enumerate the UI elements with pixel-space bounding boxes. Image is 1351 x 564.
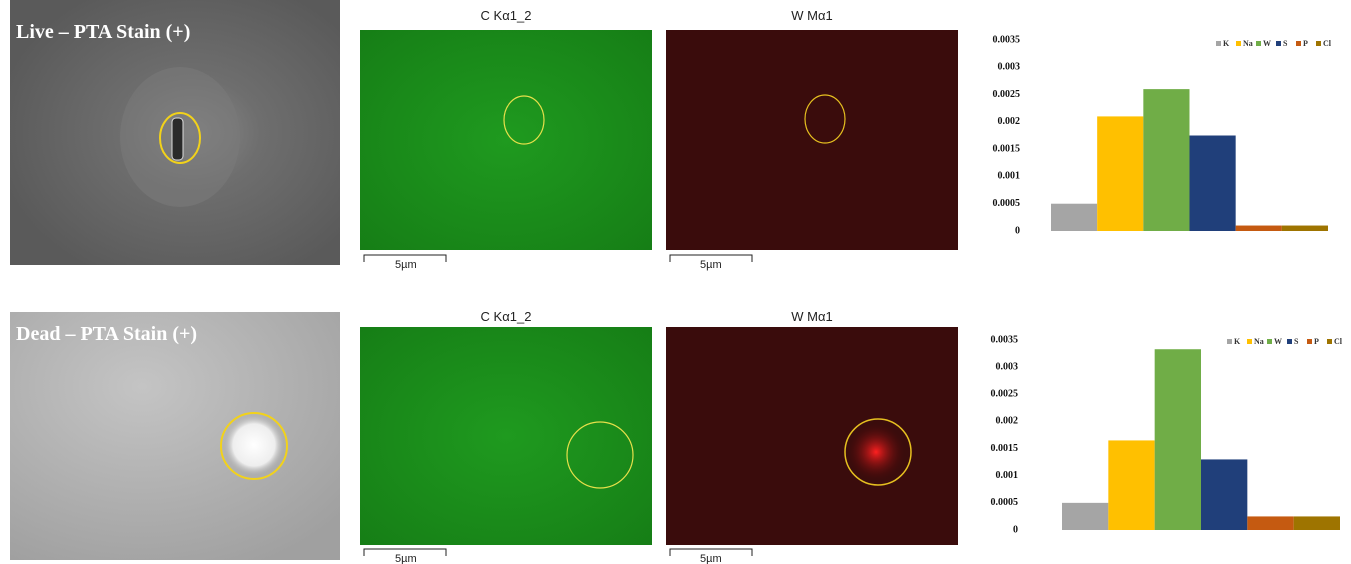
legend-label: K bbox=[1234, 337, 1241, 346]
bar bbox=[1247, 516, 1293, 530]
legend-swatch bbox=[1227, 339, 1232, 344]
y-tick-label: 0.0005 bbox=[993, 198, 1021, 209]
panel-label: Dead – PTA Stain (+) bbox=[16, 323, 197, 345]
figure: Live – PTA Stain (+) C Kα1_2 W Mα1 5µm 5… bbox=[0, 0, 1351, 564]
bar bbox=[1201, 459, 1247, 530]
legend-label: Cl bbox=[1334, 337, 1343, 346]
y-tick-label: 0.001 bbox=[998, 171, 1021, 182]
legend-label: S bbox=[1294, 337, 1299, 346]
y-tick-label: 0.002 bbox=[998, 116, 1021, 127]
legend-swatch bbox=[1256, 41, 1261, 46]
y-tick-label: 0.0005 bbox=[991, 497, 1019, 508]
legend-label: Na bbox=[1243, 39, 1253, 48]
legend-swatch bbox=[1247, 339, 1252, 344]
scale-label: 5µm bbox=[395, 553, 417, 564]
y-tick-label: 0.0025 bbox=[993, 89, 1021, 100]
legend-swatch bbox=[1287, 339, 1292, 344]
y-tick-label: 0 bbox=[1015, 225, 1020, 236]
map-title: W Mα1 bbox=[791, 309, 832, 324]
cell bbox=[172, 118, 183, 160]
y-tick-label: 0.0035 bbox=[991, 334, 1019, 345]
legend-swatch bbox=[1276, 41, 1281, 46]
y-tick-label: 0 bbox=[1013, 524, 1018, 535]
legend-label: K bbox=[1223, 39, 1230, 48]
carbon-map bbox=[360, 327, 652, 545]
bar bbox=[1062, 503, 1108, 530]
legend-swatch bbox=[1236, 41, 1241, 46]
row-live: Live – PTA Stain (+) C Kα1_2 W Mα1 5µm 5… bbox=[10, 0, 958, 271]
y-tick-label: 0.0025 bbox=[991, 389, 1019, 400]
y-tick-label: 0.001 bbox=[996, 470, 1019, 481]
cell bbox=[224, 415, 284, 475]
bar bbox=[1097, 116, 1143, 231]
bar bbox=[1190, 136, 1236, 232]
legend-swatch bbox=[1316, 41, 1321, 46]
legend-swatch bbox=[1296, 41, 1301, 46]
y-tick-label: 0.0015 bbox=[991, 443, 1019, 454]
bar bbox=[1282, 226, 1328, 231]
bar bbox=[1143, 89, 1189, 231]
legend-label: S bbox=[1283, 39, 1288, 48]
legend-label: Na bbox=[1254, 337, 1264, 346]
y-tick-label: 0.003 bbox=[998, 62, 1021, 73]
y-tick-label: 0.002 bbox=[996, 416, 1019, 427]
bar bbox=[1294, 516, 1340, 530]
sem-image bbox=[10, 312, 340, 560]
bar bbox=[1108, 440, 1154, 530]
legend-label: W bbox=[1274, 337, 1282, 346]
y-tick-label: 0.0035 bbox=[993, 34, 1021, 45]
legend-label: W bbox=[1263, 39, 1271, 48]
map-title: W Mα1 bbox=[791, 8, 832, 23]
y-tick-label: 0.003 bbox=[996, 361, 1019, 372]
legend-label: P bbox=[1314, 337, 1319, 346]
legend-swatch bbox=[1267, 339, 1272, 344]
legend-swatch bbox=[1307, 339, 1312, 344]
carbon-map bbox=[360, 30, 652, 250]
tungsten-spot bbox=[846, 422, 906, 482]
bar bbox=[1051, 204, 1097, 231]
legend-label: P bbox=[1303, 39, 1308, 48]
row-dead: Dead – PTA Stain (+) C Kα1_2 W Mα1 5µm 5… bbox=[10, 309, 958, 564]
legend-swatch bbox=[1216, 41, 1221, 46]
scale-label: 5µm bbox=[395, 259, 417, 271]
scale-bar bbox=[364, 549, 752, 556]
tungsten-map bbox=[666, 30, 958, 250]
legend-label: Cl bbox=[1323, 39, 1332, 48]
panel-label: Live – PTA Stain (+) bbox=[16, 21, 190, 43]
scale-label: 5µm bbox=[700, 259, 722, 271]
y-tick-label: 0.0015 bbox=[993, 143, 1021, 154]
bar bbox=[1236, 226, 1282, 231]
scale-bar bbox=[364, 255, 752, 262]
tungsten-map bbox=[666, 327, 958, 545]
scale-label: 5µm bbox=[700, 553, 722, 564]
legend-swatch bbox=[1327, 339, 1332, 344]
map-title: C Kα1_2 bbox=[481, 8, 532, 23]
bar bbox=[1155, 349, 1201, 530]
map-title: C Kα1_2 bbox=[481, 309, 532, 324]
